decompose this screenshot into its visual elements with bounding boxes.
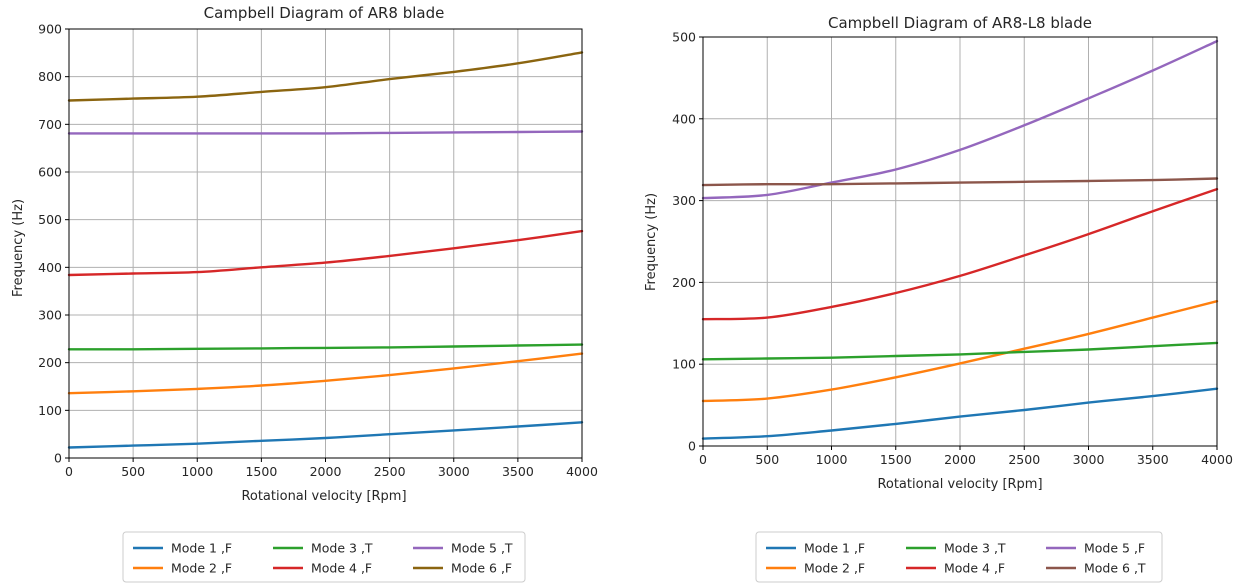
series-line-mode-6 (701, 177, 1219, 187)
legend-label-mode-4: Mode 4 ,F (311, 561, 372, 576)
legend-label-mode-2: Mode 2 ,F (804, 561, 865, 576)
x-tick-label: 0 (65, 464, 73, 479)
y-axis-ticks: 0 100 200 300 400 500 (672, 30, 703, 454)
x-axis-label: Rotational velocity [Rpm] (241, 489, 406, 504)
x-tick-label: 1500 (245, 464, 277, 479)
series-line-mode-5 (67, 130, 584, 135)
grid (702, 36, 1218, 447)
y-tick-label: 400 (672, 111, 696, 126)
y-tick-label: 500 (38, 212, 62, 227)
y-tick-label: 400 (38, 260, 62, 275)
grid (68, 28, 583, 459)
series-layer (701, 39, 1219, 440)
series-line-mode-6 (67, 51, 584, 102)
legend-items: Mode 1 ,F Mode 2 ,F Mode 3 ,T Mode 4 ,F Mode… (133, 541, 513, 576)
y-tick-label: 100 (38, 403, 62, 418)
x-axis-ticks: 0 500 1000 1500 2000 2500 3000 3500 4000 (65, 458, 598, 479)
x-tick-label: 500 (755, 452, 779, 467)
legend-label-mode-2: Mode 2 ,F (171, 561, 232, 576)
y-axis-ticks: 0 100 200 300 400 500 600 700 800 900 (38, 22, 69, 466)
legend-label-mode-5: Mode 5 ,T (451, 541, 513, 556)
y-tick-label: 900 (38, 22, 62, 37)
series-line-mode-2 (67, 352, 584, 395)
legend-label-mode-5: Mode 5 ,F (1084, 541, 1145, 556)
x-axis-label: Rotational velocity [Rpm] (877, 477, 1042, 492)
chart-title: Campbell Diagram of AR8 blade (204, 4, 445, 22)
y-axis-label: Frequency (Hz) (11, 199, 26, 297)
x-tick-label: 2000 (944, 452, 976, 467)
y-tick-label: 300 (672, 193, 696, 208)
y-tick-label: 800 (38, 69, 62, 84)
legend: Mode 1 ,F Mode 2 ,F Mode 3 ,T Mode 4 ,F Mode… (122, 531, 526, 583)
x-tick-label: 2500 (374, 464, 406, 479)
y-tick-label: 300 (38, 308, 62, 323)
legend-label-mode-3: Mode 3 ,T (944, 541, 1006, 556)
y-tick-label: 0 (54, 451, 62, 466)
legend-label-mode-1: Mode 1 ,F (804, 541, 865, 556)
chart-ar8-l8: Campbell Diagram of AR8-L8 blade 0 500 100… (644, 14, 1233, 583)
x-tick-label: 3500 (502, 464, 534, 479)
series-line-mode-1 (701, 387, 1219, 440)
series-line-mode-5 (701, 39, 1219, 200)
series-line-mode-1 (67, 421, 584, 449)
chart-title: Campbell Diagram of AR8-L8 blade (828, 14, 1092, 32)
y-tick-label: 200 (672, 275, 696, 290)
y-tick-label: 600 (38, 165, 62, 180)
x-tick-label: 2000 (310, 464, 342, 479)
y-tick-label: 500 (672, 30, 696, 45)
legend-items: Mode 1 ,F Mode 2 ,F Mode 3 ,T Mode 4 ,F Mode… (766, 541, 1146, 576)
y-tick-label: 100 (672, 357, 696, 372)
x-tick-label: 1000 (181, 464, 213, 479)
x-tick-label: 500 (121, 464, 145, 479)
series-layer (67, 51, 584, 449)
y-axis-label: Frequency (Hz) (644, 193, 659, 291)
series-line-mode-2 (701, 300, 1219, 403)
legend-label-mode-6: Mode 6 ,F (451, 561, 512, 576)
series-line-mode-3 (701, 341, 1219, 361)
x-tick-label: 2500 (1008, 452, 1040, 467)
legend-label-mode-4: Mode 4 ,F (944, 561, 1005, 576)
x-axis-ticks: 0 500 1000 1500 2000 2500 3000 3500 4000 (699, 446, 1233, 467)
y-tick-label: 700 (38, 117, 62, 132)
x-tick-label: 1000 (816, 452, 848, 467)
series-line-mode-4 (701, 187, 1219, 321)
x-tick-label: 3500 (1137, 452, 1169, 467)
series-line-mode-3 (67, 343, 584, 351)
x-tick-label: 4000 (1201, 452, 1233, 467)
legend: Mode 1 ,F Mode 2 ,F Mode 3 ,T Mode 4 ,F Mode… (755, 531, 1163, 583)
legend-box (755, 531, 1163, 583)
x-tick-label: 1500 (880, 452, 912, 467)
legend-label-mode-6: Mode 6 ,T (1084, 561, 1146, 576)
x-tick-label: 0 (699, 452, 707, 467)
legend-label-mode-3: Mode 3 ,T (311, 541, 373, 556)
legend-label-mode-1: Mode 1 ,F (171, 541, 232, 556)
x-tick-label: 4000 (566, 464, 598, 479)
legend-box (122, 531, 526, 583)
series-line-mode-4 (67, 229, 584, 277)
y-tick-label: 200 (38, 355, 62, 370)
x-tick-label: 3000 (438, 464, 470, 479)
chart-ar8: Campbell Diagram of AR8 blade 0 500 1000 15… (11, 4, 598, 583)
y-tick-label: 0 (688, 439, 696, 454)
x-tick-label: 3000 (1073, 452, 1105, 467)
